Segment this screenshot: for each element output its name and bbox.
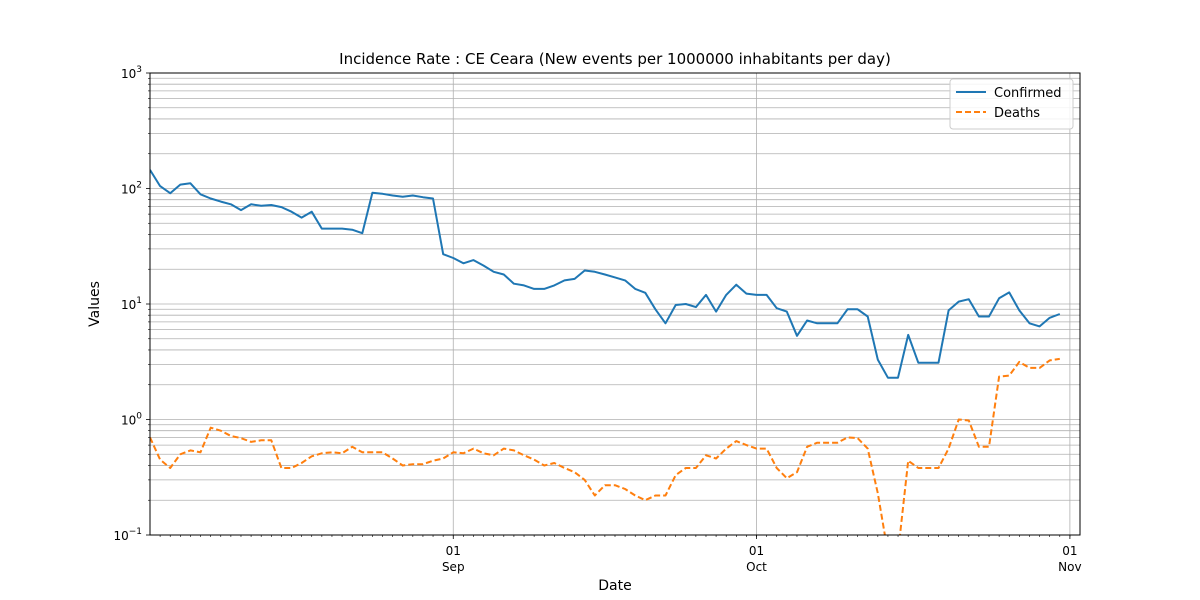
x-tick-label-month: Oct bbox=[746, 560, 767, 574]
series-line-confirmed bbox=[150, 169, 1061, 379]
x-tick-label-month: Sep bbox=[442, 560, 465, 574]
y-tick-exponent: 1 bbox=[136, 296, 142, 306]
x-tick-label-month: Nov bbox=[1058, 560, 1081, 574]
y-tick-exponent: 3 bbox=[136, 65, 142, 75]
x-tick-label-day: 01 bbox=[749, 544, 764, 558]
series-line-deaths bbox=[150, 357, 1060, 535]
y-tick-exponent: −1 bbox=[129, 527, 142, 537]
y-tick-exponent: 2 bbox=[136, 181, 142, 191]
x-tick-label-day: 01 bbox=[1062, 544, 1077, 558]
y-tick-exponent: 0 bbox=[136, 412, 142, 422]
legend-label-confirmed: Confirmed bbox=[994, 86, 1062, 101]
chart-title: Incidence Rate : CE Ceara (New events pe… bbox=[339, 50, 891, 68]
grid bbox=[150, 72, 1080, 536]
y-axis-label: Values bbox=[87, 281, 103, 327]
legend: Confirmed Deaths bbox=[949, 78, 1074, 130]
legend-label-deaths: Deaths bbox=[994, 106, 1040, 121]
plot-area bbox=[150, 169, 1061, 535]
x-axis-label: Date bbox=[598, 578, 631, 594]
x-tick-label-day: 01 bbox=[446, 544, 461, 558]
